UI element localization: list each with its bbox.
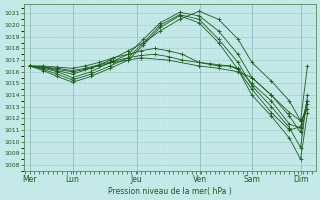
X-axis label: Pression niveau de la mer( hPa ): Pression niveau de la mer( hPa ) [108, 187, 232, 196]
